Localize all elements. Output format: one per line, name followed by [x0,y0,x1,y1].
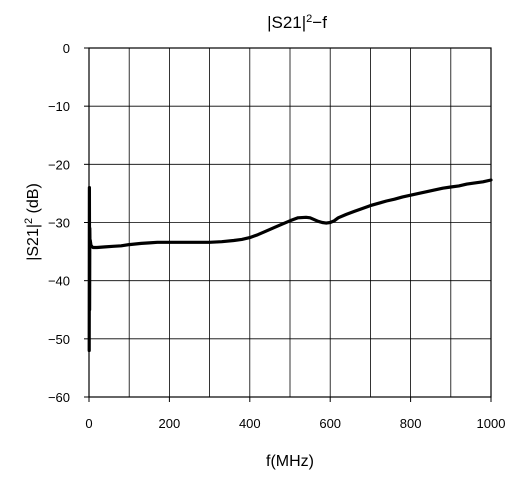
x-axis-title: f(MHz) [266,453,314,470]
x-tick-label: 600 [319,416,341,431]
chart-title-tail: −f [312,13,327,32]
y-axis-title-tail: (dB) [25,183,42,218]
x-tick-label: 800 [400,416,422,431]
y-tick-label: 0 [63,41,70,56]
y-tick-label: −50 [48,332,70,347]
y-axis-title-main: |S21| [25,224,42,261]
y-axis-title-superscript: 2 [23,218,35,224]
x-tick-label: 200 [159,416,181,431]
chart-title: |S21|2−f [267,13,327,32]
x-tick-label: 400 [239,416,261,431]
y-tick-label: −30 [48,216,70,231]
axis-ticks: 0 200 400 600 800 1000 0 −10 −20 −30 −40 −50 −60 [48,41,506,431]
y-tick-label: −40 [48,274,70,289]
x-tick-label: 1000 [477,416,506,431]
y-tick-label: −60 [48,390,70,405]
y-tick-label: −20 [48,157,70,172]
series-line [87,178,493,353]
y-axis-title: |S21|2 (dB) [23,183,42,261]
chart-title-superscript: 2 [306,13,312,25]
series-layer [87,178,493,353]
x-tick-label: 0 [85,416,92,431]
y-tick-label: −10 [48,99,70,114]
chart-title-main: |S21| [267,13,306,32]
grid [89,48,491,397]
